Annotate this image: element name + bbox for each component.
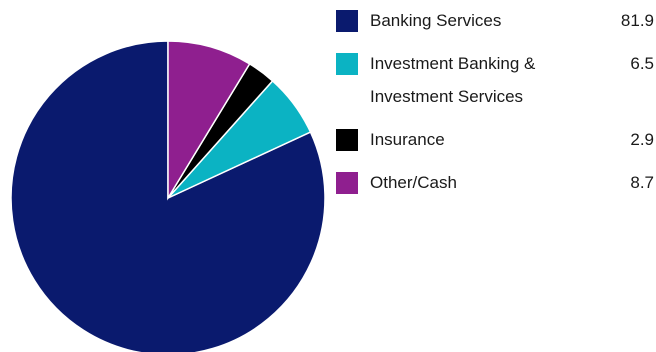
legend-label-banking-services: Banking Services	[370, 11, 502, 30]
legend-item-banking-services: Banking Services 81.9	[336, 8, 654, 37]
pie-slice-other-cash	[167, 40, 251, 201]
legend-item-investment-banking: Investment Banking & Investment Services…	[336, 51, 654, 113]
legend-value-investment-banking: 6.5	[630, 54, 654, 73]
legend-swatch-banking-services	[336, 10, 358, 32]
legend-label-other-cash: Other/Cash	[370, 173, 457, 192]
legend-item-insurance: Insurance 2.9	[336, 127, 654, 156]
legend-swatch-other-cash	[336, 172, 358, 194]
pie-chart	[10, 40, 326, 352]
legend-value-insurance: 2.9	[630, 130, 654, 149]
legend: Banking Services 81.9 Investment Banking…	[336, 8, 654, 213]
legend-value-other-cash: 8.7	[630, 173, 654, 192]
legend-label-investment-banking-line-2: Investment Services	[370, 87, 524, 106]
legend-label-investment-banking: Investment Banking & Investment Services	[370, 47, 594, 113]
legend-label-investment-banking-line-1: Investment Banking &	[370, 54, 536, 73]
legend-swatch-investment-banking	[336, 53, 358, 75]
legend-item-other-cash: Other/Cash 8.7	[336, 170, 654, 199]
legend-swatch-insurance	[336, 129, 358, 151]
legend-value-banking-services: 81.9	[620, 11, 654, 30]
legend-label-insurance: Insurance	[370, 130, 445, 149]
